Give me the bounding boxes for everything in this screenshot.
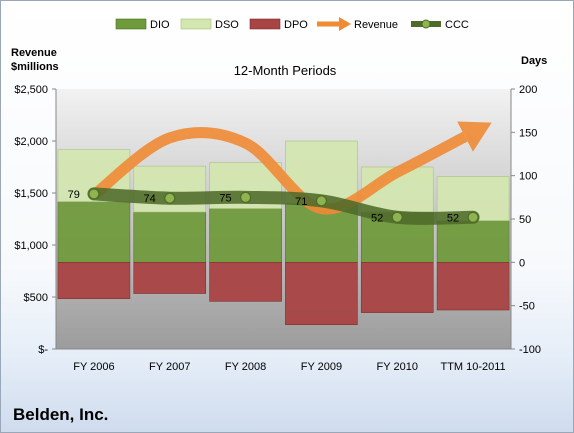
category-label: TTM 10-2011 — [440, 361, 505, 373]
ccc-data-label: 74 — [144, 193, 156, 205]
dio-bar — [133, 211, 207, 263]
left-tick-label: $2,500 — [14, 84, 48, 96]
dio-bar — [436, 220, 510, 263]
right-tick-label: 50 — [519, 214, 531, 226]
legend-item-dpo: DPO — [249, 18, 308, 31]
category-label: FY 2006 — [73, 361, 114, 373]
bars — [57, 140, 510, 326]
ccc-point — [391, 211, 403, 223]
left-tick-label: $- — [38, 344, 48, 356]
legend-label-dpo: DPO — [284, 19, 308, 31]
category-labels: FY 2006 FY 2007 FY 2008 FY 2009 FY 2010 TTM 1… — [73, 361, 505, 373]
company-name: Belden, Inc. — [13, 405, 109, 424]
left-axis-title-line1: Revenue — [11, 47, 57, 59]
left-tick-label: $2,000 — [14, 136, 48, 148]
right-axis-title: Days — [521, 55, 547, 67]
right-tick-label: 200 — [519, 84, 537, 96]
legend-label-dio: DIO — [150, 19, 170, 31]
legend-item-ccc: CCC — [411, 19, 469, 31]
left-tick-label: $1,500 — [14, 188, 48, 200]
category-label: FY 2007 — [149, 361, 190, 373]
ccc-point — [164, 192, 176, 204]
revenue-line — [90, 127, 468, 215]
ccc-data-label: 52 — [447, 212, 459, 224]
dpo-bar — [285, 262, 358, 326]
dpo-bar — [57, 262, 131, 300]
ccc-series: 79 74 75 71 52 52 — [68, 187, 480, 225]
ccc-data-label: 75 — [219, 192, 231, 204]
dio-bar — [57, 201, 131, 263]
revenue-series — [90, 121, 492, 215]
ccc-point — [239, 191, 252, 203]
dpo-bar — [209, 262, 282, 302]
dpo-bar — [360, 262, 434, 313]
ccc-point — [467, 211, 479, 223]
category-label: FY 2008 — [225, 361, 266, 373]
right-tick-label: 0 — [519, 257, 525, 269]
revenue-arrowhead — [457, 121, 492, 152]
category-label: FY 2010 — [377, 361, 418, 373]
legend: DIO DSO DPO Revenue CCC — [115, 17, 469, 31]
legend-item-dio: DIO — [115, 18, 170, 31]
chart-title: 12-Month Periods — [234, 63, 337, 78]
legend-item-revenue: Revenue — [317, 17, 398, 31]
left-tick-label: $500 — [24, 292, 48, 304]
ccc-data-label: 52 — [371, 212, 383, 224]
dpo-bar — [436, 262, 510, 311]
category-label: FY 2009 — [301, 361, 342, 373]
legend-item-dso: DSO — [180, 18, 239, 31]
legend-label-dso: DSO — [215, 19, 239, 31]
right-tick-label: 100 — [519, 171, 537, 183]
left-axis-ticks: $- $500 $1,000 $1,500 $2,000 $2,500 — [14, 84, 56, 356]
ccc-data-label: 71 — [295, 196, 307, 208]
left-tick-label: $1,000 — [14, 240, 48, 252]
dpo-bar — [133, 262, 207, 294]
legend-label-ccc: CCC — [445, 19, 469, 31]
dio-bar — [209, 208, 282, 263]
ccc-data-label: 79 — [68, 189, 80, 201]
right-tick-label: -100 — [519, 344, 541, 356]
ccc-point — [315, 195, 328, 207]
left-axis-title-line2: $millions — [11, 61, 59, 73]
legend-label-revenue: Revenue — [354, 19, 398, 31]
ccc-point — [88, 188, 100, 200]
right-axis-ticks: -100 -50 0 50 100 150 200 — [511, 84, 541, 356]
right-tick-label: 150 — [519, 127, 537, 139]
right-tick-label: -50 — [519, 301, 535, 313]
ccc-line — [87, 187, 480, 225]
